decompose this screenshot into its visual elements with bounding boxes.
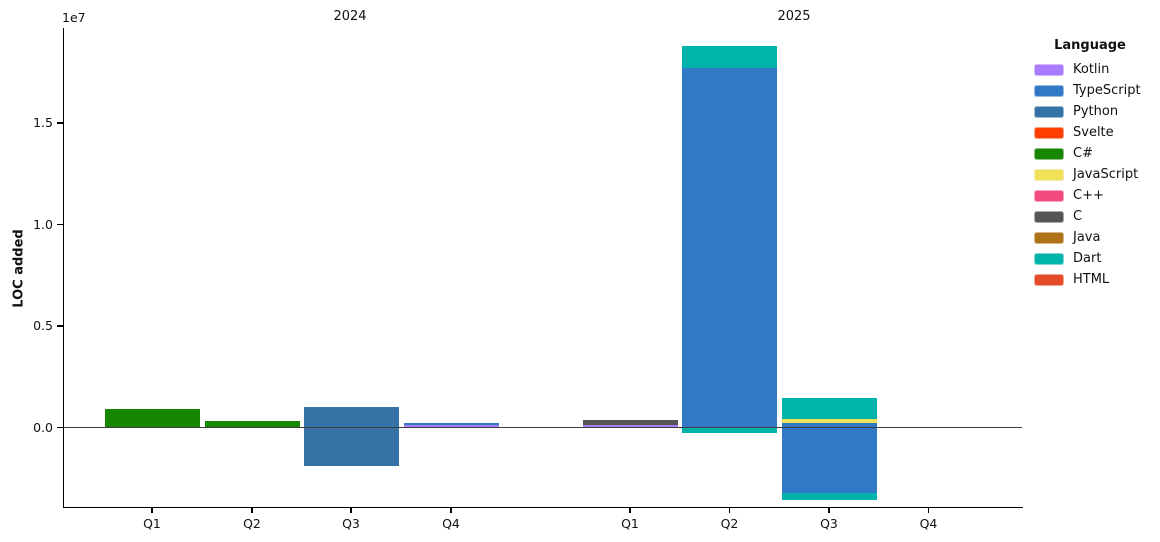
- legend-swatch-Python: [1034, 105, 1064, 118]
- legend-item-C++: C++: [1034, 185, 1156, 206]
- legend-item-TypeScript: TypeScript: [1034, 80, 1156, 101]
- bar-segment-2025-Q3-TypeScript: [781, 427, 877, 494]
- x-tick-mark-4: [629, 507, 631, 513]
- legend-item-Kotlin: Kotlin: [1034, 59, 1156, 80]
- y-tick-label-1.5: 1.5: [33, 115, 53, 130]
- legend-swatch-C#: [1034, 147, 1064, 160]
- legend-swatch-JavaScript: [1034, 168, 1064, 181]
- legend-item-Python: Python: [1034, 101, 1156, 122]
- bar-segment-2025-Q2-Dart: [682, 45, 777, 69]
- legend-label-C: C: [1073, 208, 1083, 224]
- legend-label-Svelte: Svelte: [1073, 124, 1114, 140]
- x-tick-label-7: Q4: [919, 516, 938, 531]
- group-title-2025: 2025: [777, 9, 811, 24]
- legend-items: Kotlin TypeScript Python Svelte C# JavaScript…: [1034, 59, 1156, 290]
- x-tick-label-3: Q4: [442, 516, 460, 531]
- legend-item-C#: C#: [1034, 143, 1156, 164]
- y-tick-mark-1.0: [56, 223, 63, 226]
- y-tick-label-0.5: 0.5: [33, 318, 53, 333]
- y-tick-mark-0.0: [56, 426, 63, 429]
- x-tick-label-4: Q1: [621, 516, 639, 531]
- bar-segment-2024-Q3-Python: [303, 407, 399, 428]
- x-tick-mark-2: [350, 507, 352, 513]
- bar-segment-2024-Q4-TypeScript: [403, 423, 499, 426]
- bar-segment-2025-Q3-Dart: [781, 398, 877, 420]
- legend-swatch-C++: [1034, 189, 1064, 202]
- legend: Language Kotlin TypeScript Python Svelte C# J…: [1034, 36, 1156, 290]
- legend-label-Python: Python: [1073, 103, 1119, 119]
- y-axis-spine: [62, 28, 64, 507]
- x-tick-label-0: Q1: [143, 516, 161, 531]
- bar-segment-2024-Q3-Python: [303, 427, 399, 467]
- x-tick-mark-1: [251, 507, 253, 513]
- legend-label-C#: C#: [1073, 145, 1093, 161]
- bar-segment-2024-Q2-C#: [204, 421, 300, 428]
- bar-segment-2025-Q3-JavaScript: [781, 419, 877, 423]
- legend-label-HTML: HTML: [1073, 271, 1110, 287]
- legend-swatch-C: [1034, 210, 1064, 223]
- legend-label-Dart: Dart: [1073, 250, 1102, 266]
- bar-segment-2025-Q1-Kotlin: [582, 424, 678, 428]
- legend-item-JavaScript: JavaScript: [1034, 164, 1156, 185]
- legend-swatch-TypeScript: [1034, 84, 1064, 97]
- bar-segment-2024-Q1-C#: [104, 409, 200, 428]
- x-tick-mark-7: [927, 507, 930, 513]
- legend-title: Language: [1054, 38, 1126, 53]
- y-tick-label-0.0: 0.0: [33, 419, 53, 435]
- y-tick-label-1.0: 1.0: [33, 216, 53, 232]
- legend-label-Java: Java: [1073, 229, 1101, 245]
- bar-segment-2025-Q2-Dart: [682, 427, 777, 433]
- x-tick-mark-5: [728, 507, 731, 513]
- legend-item-Java: Java: [1034, 227, 1156, 248]
- x-tick-label-1: Q2: [243, 516, 261, 531]
- legend-item-Svelte: Svelte: [1034, 122, 1156, 143]
- y-axis-label: LOC added: [11, 229, 27, 308]
- x-tick-mark-0: [151, 507, 153, 513]
- legend-label-JavaScript: JavaScript: [1073, 166, 1139, 182]
- y-axis-offset-text: 1e7: [62, 10, 86, 25]
- legend-item-C: C: [1034, 206, 1156, 227]
- bar-segment-2025-Q2-TypeScript: [682, 68, 777, 428]
- bar-segment-2024-Q4-Kotlin: [403, 425, 499, 428]
- x-tick-mark-3: [450, 507, 452, 513]
- x-tick-label-2: Q3: [342, 516, 360, 531]
- legend-swatch-Kotlin: [1034, 63, 1064, 76]
- x-tick-label-6: Q3: [820, 516, 838, 531]
- y-tick-mark-1.5: [56, 122, 63, 124]
- legend-label-Kotlin: Kotlin: [1073, 61, 1110, 77]
- legend-label-C++: C++: [1073, 187, 1104, 203]
- x-tick-label-5: Q2: [720, 516, 739, 531]
- group-title-2024: 2024: [333, 9, 367, 24]
- y-tick-mark-0.5: [56, 325, 63, 327]
- bar-segment-2025-Q3-Dart: [781, 493, 877, 500]
- legend-swatch-Svelte: [1034, 126, 1064, 139]
- bar-segment-2025-Q1-C: [582, 420, 678, 425]
- zero-baseline: [63, 427, 1022, 429]
- x-tick-mark-6: [828, 507, 830, 513]
- legend-item-HTML: HTML: [1034, 269, 1156, 290]
- legend-swatch-HTML: [1034, 273, 1064, 286]
- legend-swatch-Dart: [1034, 252, 1064, 265]
- x-axis-spine: [62, 506, 1023, 508]
- legend-label-TypeScript: TypeScript: [1073, 82, 1141, 98]
- bar-segment-2025-Q3-TypeScript: [781, 422, 877, 428]
- legend-item-Dart: Dart: [1034, 248, 1156, 269]
- legend-swatch-Java: [1034, 231, 1064, 244]
